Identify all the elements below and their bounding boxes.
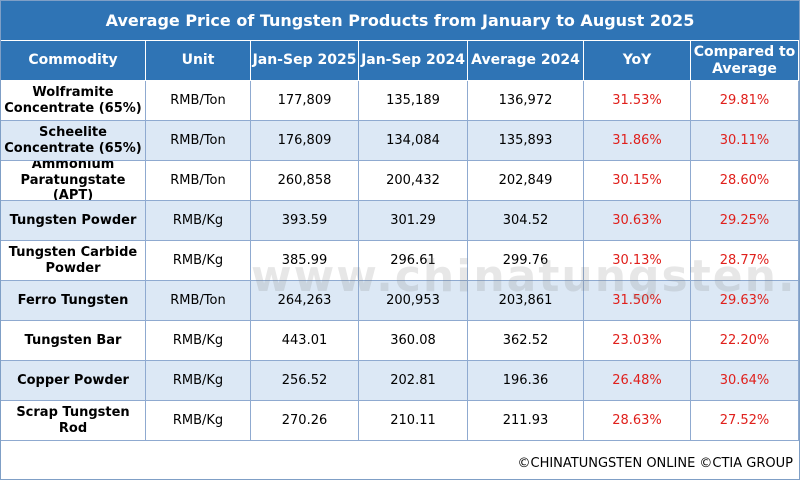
data-cell: 31.86% — [584, 121, 691, 161]
data-cell: 176,809 — [251, 121, 359, 161]
header-cell: Average 2024 — [468, 41, 584, 81]
data-cell: 301.29 — [359, 201, 468, 241]
data-cell: 203,861 — [468, 281, 584, 321]
data-cell: 30.13% — [584, 241, 691, 281]
data-cell: 200,953 — [359, 281, 468, 321]
data-cell: 256.52 — [251, 361, 359, 401]
commodity-cell: Tungsten Powder — [1, 201, 146, 241]
data-cell: 31.53% — [584, 81, 691, 121]
data-cell: 296.61 — [359, 241, 468, 281]
data-cell: 299.76 — [468, 241, 584, 281]
data-cell: 136,972 — [468, 81, 584, 121]
commodity-cell: Copper Powder — [1, 361, 146, 401]
data-cell: RMB/Kg — [146, 361, 251, 401]
commodity-cell: Wolframite Concentrate (65%) — [1, 81, 146, 121]
data-cell: 30.11% — [691, 121, 799, 161]
header-cell: Compared to Average — [691, 41, 799, 81]
data-cell: RMB/Kg — [146, 401, 251, 441]
header-cell: Unit — [146, 41, 251, 81]
data-cell: 196.36 — [468, 361, 584, 401]
data-cell: 29.81% — [691, 81, 799, 121]
commodity-cell: Ammonium Paratungstate (APT) — [1, 161, 146, 201]
data-cell: 31.50% — [584, 281, 691, 321]
footer: ©CHINATUNGSTEN ONLINE ©CTIA GROUP — [517, 456, 794, 471]
data-cell: 28.77% — [691, 241, 799, 281]
data-cell: 135,189 — [359, 81, 468, 121]
data-cell: 177,809 — [251, 81, 359, 121]
data-cell: 30.63% — [584, 201, 691, 241]
data-cell: 29.25% — [691, 201, 799, 241]
header-cell: YoY — [584, 41, 691, 81]
data-cell: 29.63% — [691, 281, 799, 321]
data-cell: 30.15% — [584, 161, 691, 201]
data-cell: 134,084 — [359, 121, 468, 161]
commodity-cell: Tungsten Carbide Powder — [1, 241, 146, 281]
data-cell: RMB/Kg — [146, 321, 251, 361]
data-cell: 202.81 — [359, 361, 468, 401]
data-cell: 270.26 — [251, 401, 359, 441]
data-cell: 28.63% — [584, 401, 691, 441]
data-cell: RMB/Kg — [146, 201, 251, 241]
header-cell: Commodity — [1, 41, 146, 81]
data-cell: 26.48% — [584, 361, 691, 401]
data-cell: RMB/Kg — [146, 241, 251, 281]
data-cell: 135,893 — [468, 121, 584, 161]
commodity-cell: Ferro Tungsten — [1, 281, 146, 321]
data-cell: 211.93 — [468, 401, 584, 441]
table: Commodity Unit Jan-Sep 2025 Jan-Sep 2024 Ave… — [1, 41, 799, 441]
data-cell: 200,432 — [359, 161, 468, 201]
data-cell: 27.52% — [691, 401, 799, 441]
data-cell: 210.11 — [359, 401, 468, 441]
data-cell: RMB/Ton — [146, 81, 251, 121]
commodity-cell: Scrap Tungsten Rod — [1, 401, 146, 441]
data-cell: 22.20% — [691, 321, 799, 361]
header-cell: Jan-Sep 2024 — [359, 41, 468, 81]
header-cell: Jan-Sep 2025 — [251, 41, 359, 81]
data-cell: 360.08 — [359, 321, 468, 361]
data-cell: 443.01 — [251, 321, 359, 361]
data-cell: 385.99 — [251, 241, 359, 281]
data-cell: 393.59 — [251, 201, 359, 241]
commodity-cell: Tungsten Bar — [1, 321, 146, 361]
data-cell: 260,858 — [251, 161, 359, 201]
table-title: Average Price of Tungsten Products from … — [1, 1, 799, 41]
data-cell: 28.60% — [691, 161, 799, 201]
data-cell: 362.52 — [468, 321, 584, 361]
data-cell: RMB/Ton — [146, 281, 251, 321]
commodity-cell: Scheelite Concentrate (65%) — [1, 121, 146, 161]
data-cell: RMB/Ton — [146, 121, 251, 161]
data-cell: 304.52 — [468, 201, 584, 241]
data-cell: 23.03% — [584, 321, 691, 361]
data-cell: 30.64% — [691, 361, 799, 401]
data-cell: 202,849 — [468, 161, 584, 201]
data-cell: 264,263 — [251, 281, 359, 321]
data-cell: RMB/Ton — [146, 161, 251, 201]
